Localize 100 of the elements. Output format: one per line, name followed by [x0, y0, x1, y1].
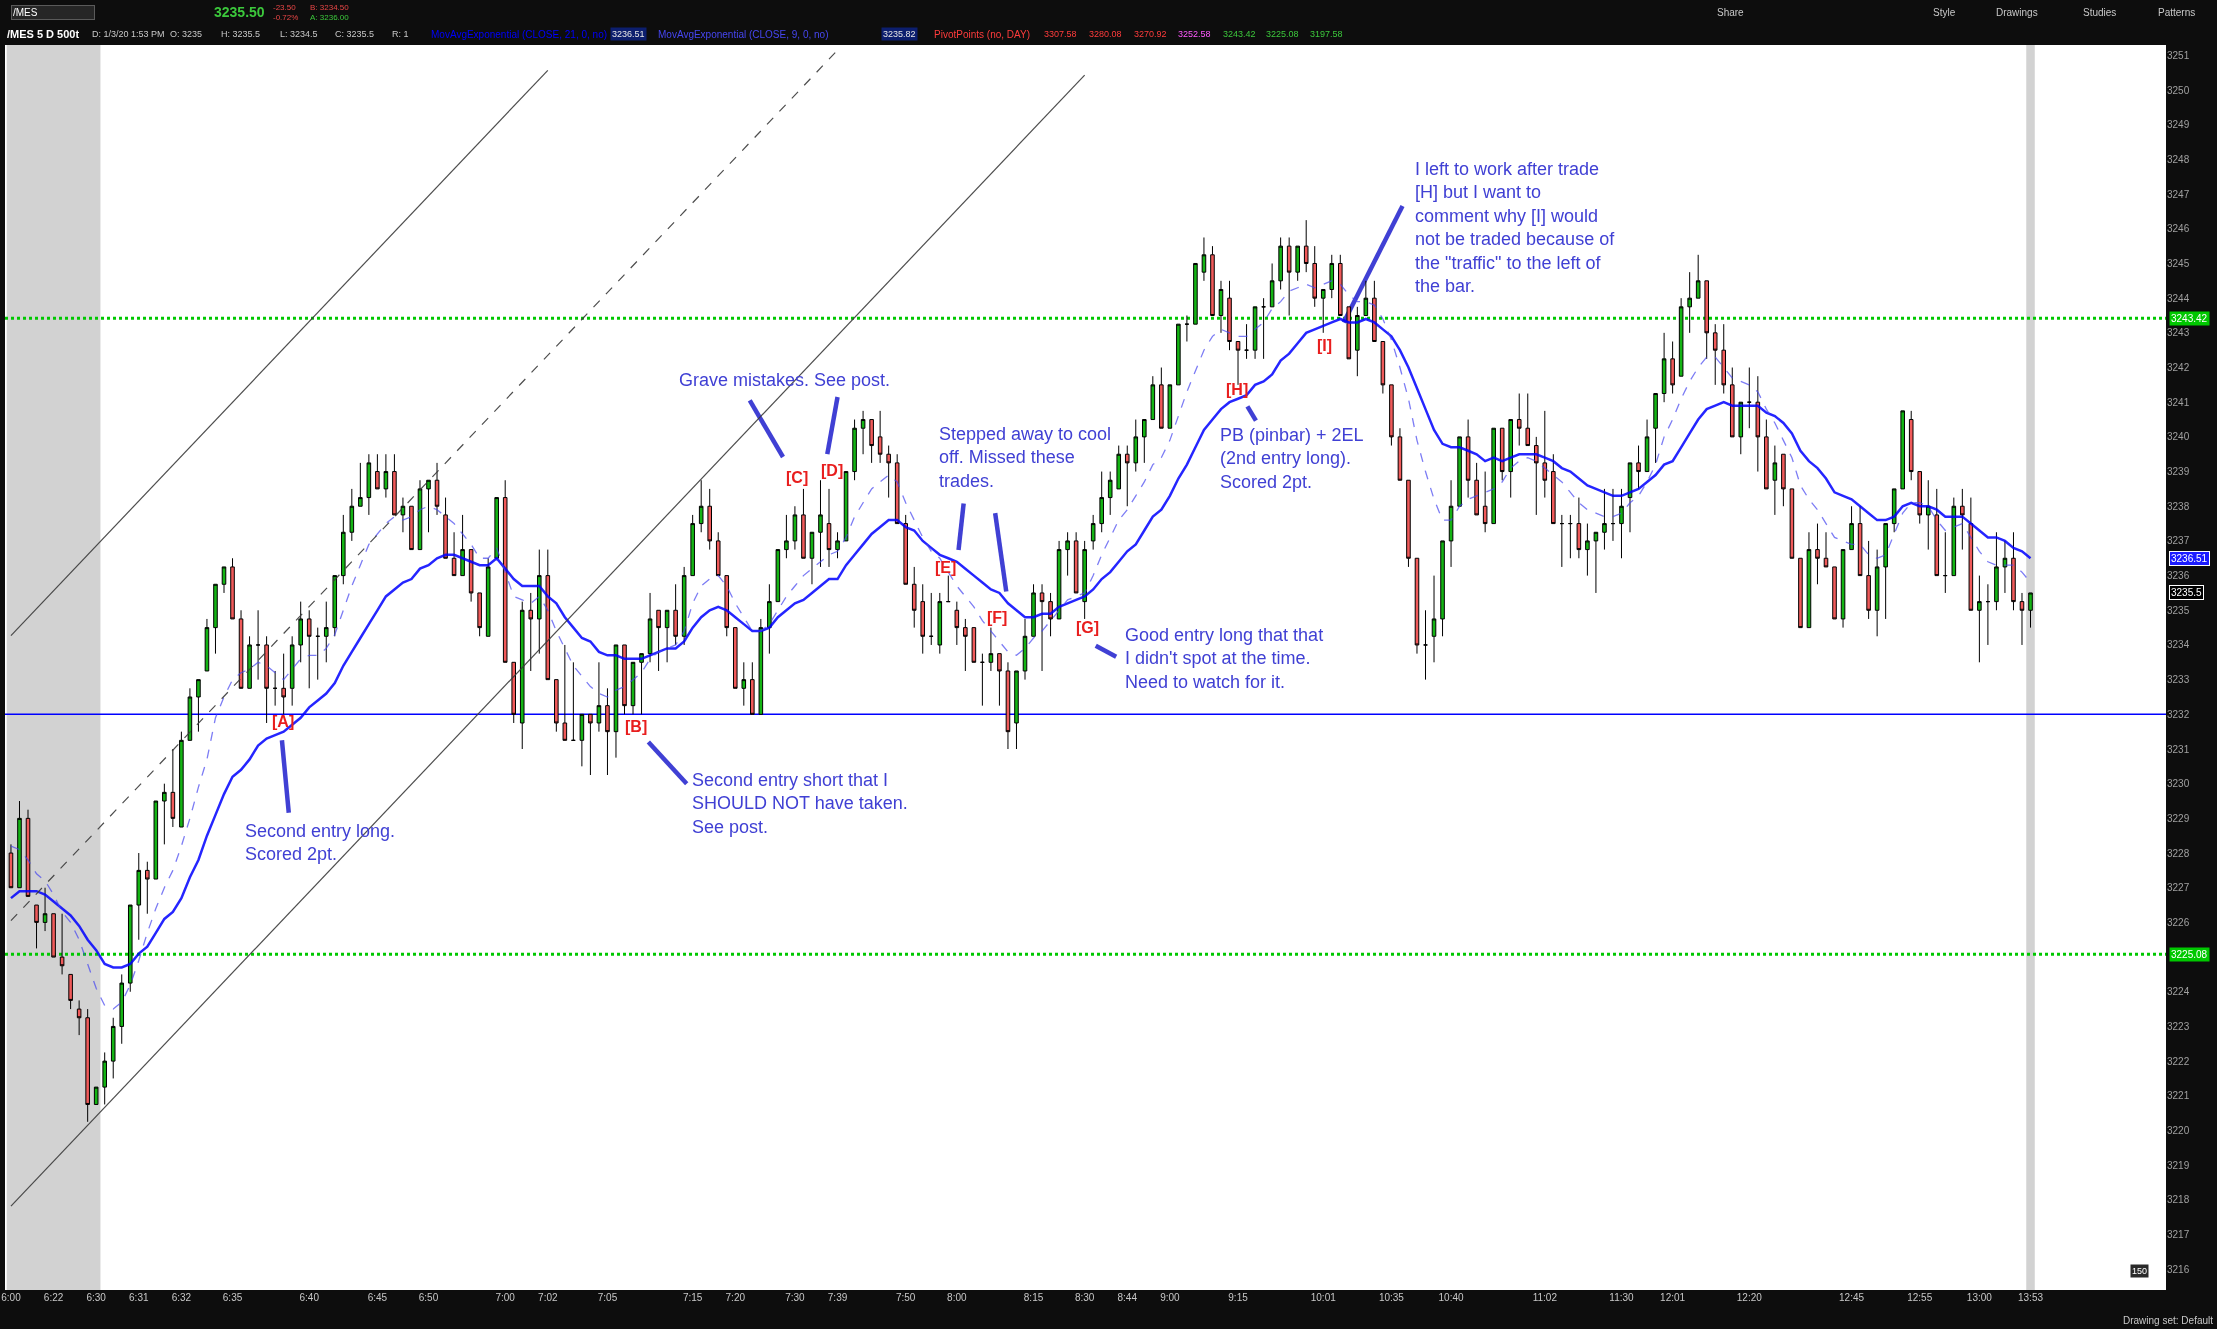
candlestick	[264, 635, 269, 724]
y-tick-label: 3229	[2167, 812, 2190, 824]
text: 3243.42	[1223, 29, 1256, 39]
candlestick	[230, 557, 235, 620]
y-tick-label: 3247	[2167, 188, 2190, 200]
candlestick	[136, 852, 142, 941]
candlestick	[1397, 427, 1403, 481]
candlestick	[1159, 367, 1164, 429]
candlestick	[554, 679, 559, 733]
candlestick	[1883, 523, 1888, 620]
candlestick	[588, 713, 593, 776]
candlestick	[928, 592, 934, 646]
candlestick	[1465, 419, 1471, 499]
x-tick-label: 8:44	[1117, 1292, 1138, 1303]
x-tick-label: 6:50	[418, 1292, 439, 1303]
y-tick-label: 3236	[2167, 570, 2190, 582]
annotation: [B]	[625, 718, 648, 735]
candlestick	[1832, 566, 1837, 620]
x-tick-label: 13:53	[2017, 1292, 2044, 1303]
annotation: [G]	[1076, 619, 1100, 636]
x-tick-label: 12:01	[1660, 1292, 1686, 1303]
candlestick	[1389, 384, 1394, 447]
candlestick	[1022, 618, 1028, 681]
text: 3235.5	[2171, 587, 2203, 598]
candlestick	[383, 453, 389, 499]
candlestick	[1593, 531, 1599, 594]
text: B: 3234.50	[310, 3, 350, 12]
x-tick-label: 10:40	[1438, 1292, 1465, 1303]
x-tick-label: 13:00	[1966, 1292, 1993, 1303]
candlestick	[1866, 540, 1871, 620]
candlestick	[963, 618, 968, 672]
candlestick	[1576, 497, 1582, 559]
y-tick-label: 3238	[2167, 500, 2190, 512]
candlestick	[1925, 479, 1931, 551]
y-tick-label: 3226	[2167, 916, 2190, 928]
y-tick-label: 3239	[2167, 466, 2190, 478]
candlestick	[392, 453, 397, 516]
candlestick	[971, 627, 977, 663]
candlestick	[1252, 306, 1258, 360]
candlestick	[426, 479, 431, 533]
x-tick-label: 12:45	[1839, 1292, 1865, 1303]
candlestick	[460, 514, 465, 577]
x-tick-label: 7:50	[895, 1292, 916, 1303]
candlestick	[1977, 575, 1982, 663]
candlestick	[1116, 445, 1122, 490]
candlestick	[1551, 453, 1556, 525]
candlestick	[792, 505, 798, 551]
text: PivotPoints (no, DAY)	[934, 29, 1030, 40]
candlestick	[1278, 236, 1283, 290]
candlestick	[1943, 531, 1948, 594]
text: Patterns	[2158, 7, 2196, 18]
candlestick	[1193, 262, 1198, 325]
candlestick	[68, 973, 73, 1010]
annotation: [D]	[821, 462, 844, 479]
annotation: [A]	[272, 713, 295, 730]
candlestick	[758, 618, 764, 715]
candlestick	[1201, 236, 1207, 282]
x-tick-label: 10:35	[1378, 1292, 1405, 1303]
candlestick	[1772, 445, 1778, 516]
candlestick	[562, 644, 568, 741]
text: R: 1	[392, 29, 409, 39]
candlestick	[784, 514, 789, 559]
y-tick-label: 3231	[2167, 743, 2190, 755]
x-tick-label: 6:35	[222, 1292, 243, 1303]
candlestick	[1227, 280, 1232, 351]
candlestick	[869, 419, 874, 464]
text: Style	[1933, 7, 1956, 18]
candlestick	[1448, 479, 1454, 568]
x-tick-label: 7:05	[597, 1292, 618, 1303]
candlestick	[528, 592, 534, 672]
text: 3197.58	[1310, 29, 1343, 39]
candlestick	[750, 661, 755, 715]
candlestick	[434, 462, 440, 516]
candlestick	[1661, 332, 1667, 403]
candlestick	[988, 627, 994, 672]
candlestick	[298, 601, 303, 663]
candlestick	[894, 453, 900, 525]
candlestick	[1781, 453, 1786, 507]
candlestick	[1372, 280, 1377, 343]
candlestick	[93, 1086, 99, 1105]
candlestick	[1951, 497, 1957, 577]
text: 3235.82	[883, 29, 916, 39]
y-tick-label: 3240	[2167, 431, 2190, 443]
candlestick	[2011, 531, 2016, 611]
candlestick	[1184, 315, 1190, 343]
text: 3252.58	[1178, 29, 1211, 39]
text: MovAvgExponential (CLOSE, 21, 0, no)	[431, 29, 608, 40]
candlestick	[818, 479, 823, 568]
candlestick	[1312, 245, 1318, 308]
text: 3280.08	[1089, 29, 1122, 39]
candlestick	[1176, 323, 1181, 386]
y-tick-label: 3237	[2167, 535, 2190, 547]
candlestick	[1738, 401, 1744, 455]
candlestick	[451, 531, 457, 577]
x-tick-label: 7:00	[495, 1292, 516, 1303]
text: Share	[1717, 7, 1745, 18]
annotation: PB (pinbar) + 2EL (2nd entry long). Scored 2pt.	[1220, 425, 1364, 492]
candlestick	[1806, 531, 1812, 629]
chart-title: /MES 5 D 500t	[7, 27, 80, 40]
candlestick	[247, 635, 252, 689]
